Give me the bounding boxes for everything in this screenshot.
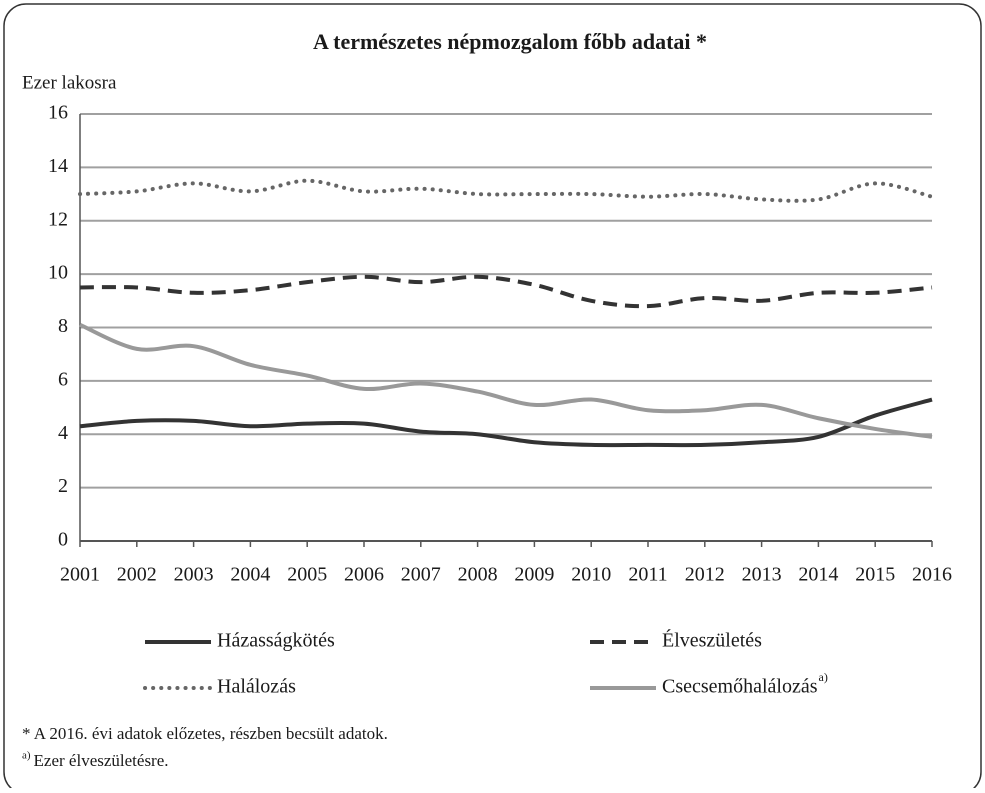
x-tick-label: 2016: [912, 564, 952, 586]
x-tick-label: 2010: [571, 564, 611, 586]
x-tick-label: 2008: [458, 564, 498, 586]
x-tick-label: 2012: [685, 564, 725, 586]
footnote: * A 2016. évi adatok előzetes, részben b…: [22, 724, 388, 743]
x-tick-label: 2014: [798, 564, 838, 586]
x-tick-label: 2001: [60, 564, 100, 586]
y-tick-label: 4: [58, 422, 68, 444]
x-tick-label: 2007: [401, 564, 441, 586]
x-tick-label: 2006: [344, 564, 384, 586]
x-tick-label: 2011: [628, 564, 667, 586]
x-tick-label: 2013: [742, 564, 782, 586]
x-tick-label: 2002: [117, 564, 157, 586]
x-tick-label: 2004: [230, 564, 270, 586]
legend-superscript: a): [819, 670, 828, 684]
series-line: [79, 322, 933, 439]
x-tick-label: 2003: [174, 564, 214, 586]
series-line: [79, 397, 933, 448]
frame: [3, 3, 982, 793]
x-tick-label: 2015: [855, 564, 895, 586]
legend-label: Csecsemőhalálozás: [662, 676, 818, 698]
legend-label: Házasságkötés: [217, 630, 335, 652]
y-tick-label: 10: [48, 262, 68, 284]
x-tick-label: 2009: [514, 564, 554, 586]
y-axis-label: Ezer lakosra: [22, 72, 117, 93]
x-tick-label: 2005: [287, 564, 327, 586]
y-tick-label: 8: [58, 315, 68, 337]
y-tick-label: 16: [48, 102, 68, 124]
legend-label: Halálozás: [217, 676, 296, 698]
footnote-superscript: a): [22, 750, 31, 762]
y-tick-label: 14: [48, 155, 68, 177]
legend-label: Élveszületés: [662, 629, 762, 652]
chart-title: A természetes népmozgalom főbb adatai *: [313, 29, 707, 54]
series-line: [79, 274, 933, 309]
y-tick-label: 2: [58, 475, 68, 497]
y-tick-label: 0: [58, 529, 68, 551]
footnote: Ezer élveszületésre.: [34, 751, 169, 770]
y-tick-label: 6: [58, 368, 68, 390]
y-tick-label: 12: [48, 208, 68, 230]
series-line: [78, 178, 934, 203]
